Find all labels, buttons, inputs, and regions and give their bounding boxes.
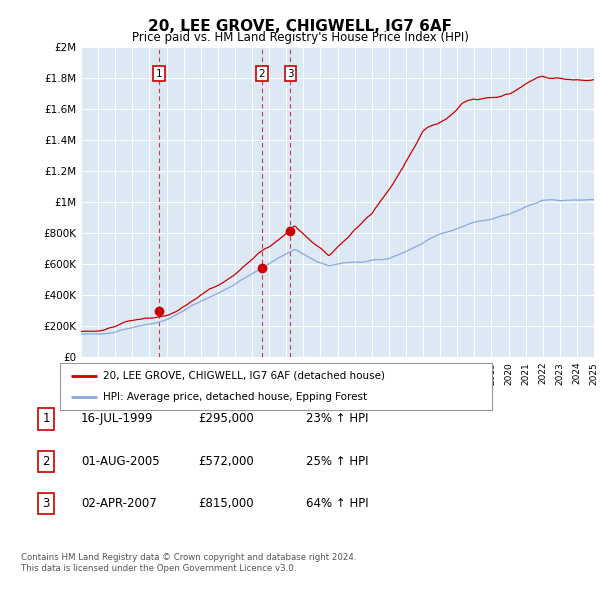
Text: 20, LEE GROVE, CHIGWELL, IG7 6AF (detached house): 20, LEE GROVE, CHIGWELL, IG7 6AF (detach…: [103, 371, 385, 381]
Text: Contains HM Land Registry data © Crown copyright and database right 2024.: Contains HM Land Registry data © Crown c…: [21, 553, 356, 562]
Text: 25% ↑ HPI: 25% ↑ HPI: [306, 455, 368, 468]
Text: Price paid vs. HM Land Registry's House Price Index (HPI): Price paid vs. HM Land Registry's House …: [131, 31, 469, 44]
Text: This data is licensed under the Open Government Licence v3.0.: This data is licensed under the Open Gov…: [21, 564, 296, 573]
Text: 02-APR-2007: 02-APR-2007: [81, 497, 157, 510]
Text: HPI: Average price, detached house, Epping Forest: HPI: Average price, detached house, Eppi…: [103, 392, 367, 402]
Text: 01-AUG-2005: 01-AUG-2005: [81, 455, 160, 468]
Text: £572,000: £572,000: [198, 455, 254, 468]
Text: 1: 1: [43, 412, 50, 425]
Text: 3: 3: [287, 68, 294, 78]
Text: £815,000: £815,000: [198, 497, 254, 510]
Text: 3: 3: [43, 497, 50, 510]
Text: 64% ↑ HPI: 64% ↑ HPI: [306, 497, 368, 510]
Text: 1: 1: [155, 68, 162, 78]
Text: 20, LEE GROVE, CHIGWELL, IG7 6AF: 20, LEE GROVE, CHIGWELL, IG7 6AF: [148, 19, 452, 34]
Text: £295,000: £295,000: [198, 412, 254, 425]
Text: 2: 2: [259, 68, 265, 78]
Text: 2: 2: [43, 455, 50, 468]
Text: 16-JUL-1999: 16-JUL-1999: [81, 412, 154, 425]
Text: 23% ↑ HPI: 23% ↑ HPI: [306, 412, 368, 425]
